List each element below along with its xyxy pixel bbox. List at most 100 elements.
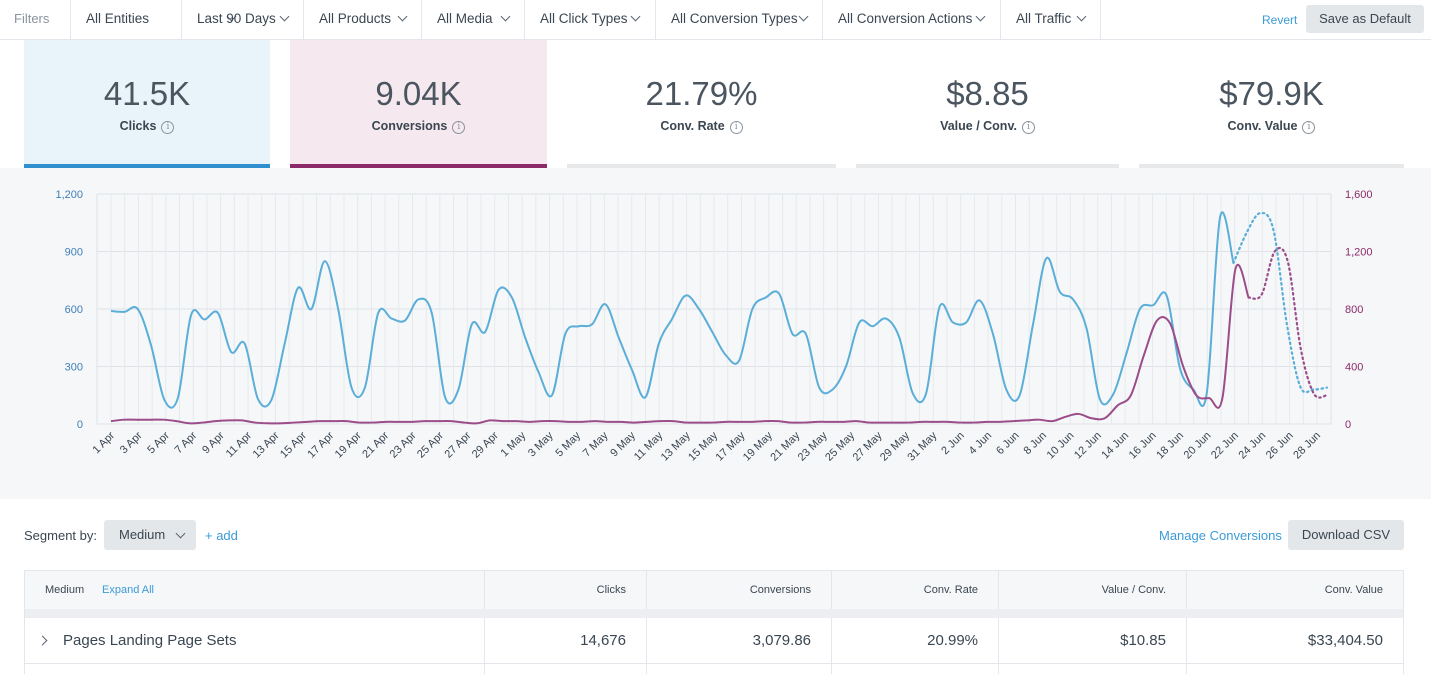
x-tick-label: 20 Jun <box>1182 430 1214 462</box>
conversions-value: 9.04K <box>375 75 462 112</box>
x-tick-label: 19 Apr <box>333 429 364 460</box>
x-tick-label: 17 Apr <box>305 429 336 460</box>
value-per-conv-label: Value / Conv. <box>940 119 1017 133</box>
x-tick-label: 1 May <box>499 429 529 459</box>
info-icon[interactable]: i <box>161 121 175 134</box>
metric-card-clicks[interactable]: 41.5K Clicks i <box>24 40 270 168</box>
filter-products-label: All Products <box>319 11 392 26</box>
filter-traffic-dropdown[interactable]: All Traffic <box>1000 0 1100 39</box>
filter-conversion-actions-dropdown[interactable]: All Conversion Actions <box>822 0 1000 39</box>
selected-indicator <box>24 164 270 168</box>
x-tick-label: 1 Apr <box>90 429 117 456</box>
selected-indicator <box>290 164 547 168</box>
table-row-partial <box>25 664 1403 674</box>
conv-rate-label-row: Conv. Rate i <box>567 119 836 134</box>
table-row[interactable]: Pages Landing Page Sets 14,676 3,079.86 … <box>25 618 1403 664</box>
metric-card-conv-value[interactable]: $79.9K Conv. Value i <box>1139 40 1404 168</box>
chevron-down-icon <box>397 11 408 22</box>
expand-all-link[interactable]: Expand All <box>102 584 154 596</box>
column-header-clicks[interactable]: Clicks <box>484 571 646 609</box>
save-as-default-button[interactable]: Save as Default <box>1306 5 1424 33</box>
conversions-series-line <box>110 263 1250 425</box>
column-header-conversions[interactable]: Conversions <box>646 571 831 609</box>
table-divider <box>25 609 1403 618</box>
unselected-indicator <box>567 164 836 168</box>
filter-divider <box>1100 0 1101 39</box>
chevron-right-icon[interactable] <box>37 635 48 646</box>
metric-card-conversions[interactable]: 9.04K Conversions i <box>290 40 547 168</box>
add-segment-link[interactable]: + add <box>205 528 238 543</box>
y-right-tick-label: 1,600 <box>1345 189 1373 201</box>
filter-click-types-dropdown[interactable]: All Click Types <box>524 0 655 39</box>
x-tick-label: 9 Apr <box>200 429 227 456</box>
filter-media-dropdown[interactable]: All Media <box>421 0 524 39</box>
info-icon[interactable]: i <box>1021 121 1035 134</box>
info-icon[interactable]: i <box>1302 121 1316 134</box>
chevron-down-icon <box>1076 11 1087 22</box>
unselected-indicator <box>1139 164 1404 168</box>
y-left-tick-label: 300 <box>65 362 83 374</box>
filter-click-types-label: All Click Types <box>540 11 628 26</box>
conversions-label-row: Conversions i <box>290 119 547 134</box>
chevron-down-icon <box>175 528 186 539</box>
chevron-down-icon <box>975 11 986 22</box>
x-tick-label: 3 Apr <box>118 429 145 456</box>
conv-rate-label: Conv. Rate <box>660 119 725 133</box>
filter-conversion-types-dropdown[interactable]: All Conversion Types <box>655 0 822 39</box>
conv-value-label-row: Conv. Value i <box>1139 119 1404 134</box>
conversions-projected-line <box>1247 246 1329 399</box>
column-header-value-per-conv[interactable]: Value / Conv. <box>998 571 1186 609</box>
column-header-medium[interactable]: Medium <box>45 584 85 596</box>
filter-products-dropdown[interactable]: All Products <box>303 0 421 39</box>
metric-card-conv-rate[interactable]: 21.79% Conv. Rate i <box>567 40 836 168</box>
x-tick-label: 7 Apr <box>173 429 200 456</box>
filter-date-range-dropdown[interactable]: Last 90 Days <box>181 0 303 39</box>
y-right-tick-label: 400 <box>1345 362 1363 374</box>
x-tick-label: 21 May <box>768 429 802 463</box>
trend-chart-svg: 0 300 600 900 1,200 0 400 800 1,200 1,600 1 Apr 3 A… <box>55 189 1373 464</box>
filter-entities-dropdown[interactable]: All Entities <box>70 0 237 39</box>
filter-bar: Filters All Entities Last 90 Days All Pr… <box>0 0 1431 40</box>
x-tick-label: 15 May <box>686 429 720 463</box>
row-clicks: 14,676 <box>484 618 646 664</box>
trend-chart: 0 300 600 900 1,200 0 400 800 1,200 1,600 1 Apr 3 A… <box>0 168 1431 499</box>
y-right-tick-label: 1,200 <box>1345 247 1373 259</box>
conv-rate-value: 21.79% <box>645 75 758 112</box>
filters-label: Filters <box>14 11 50 26</box>
x-tick-label: 5 Apr <box>145 429 172 456</box>
y-left-tick-label: 600 <box>65 304 83 316</box>
row-conv-rate: 20.99% <box>831 618 998 664</box>
clicks-value: 41.5K <box>103 75 191 112</box>
download-csv-button[interactable]: Download CSV <box>1288 520 1404 550</box>
cell-divider <box>484 664 646 674</box>
row-conv-value: $33,404.50 <box>1186 618 1403 664</box>
unselected-indicator <box>856 164 1119 168</box>
segment-table: Medium Expand All Clicks Conversions Con… <box>24 570 1404 674</box>
x-tick-label: 7 May <box>581 429 611 459</box>
cell-divider <box>1186 664 1403 674</box>
info-icon[interactable]: i <box>729 121 743 134</box>
x-tick-label: 15 Apr <box>278 429 309 460</box>
x-tick-label: 27 Apr <box>442 429 473 460</box>
revert-link[interactable]: Revert <box>1262 13 1298 27</box>
chevron-down-icon <box>630 11 641 22</box>
x-tick-label: 25 May <box>823 429 857 463</box>
y-right-tick-label: 800 <box>1345 304 1363 316</box>
x-tick-label: 22 Jun <box>1209 430 1241 462</box>
x-tick-label: 5 May <box>553 429 583 459</box>
cell-divider <box>646 664 831 674</box>
column-header-conv-rate[interactable]: Conv. Rate <box>831 571 998 609</box>
x-tick-label: 2 Jun <box>939 430 967 458</box>
info-icon[interactable]: i <box>452 121 466 134</box>
value-per-conv-value: $8.85 <box>946 75 1029 112</box>
segment-by-label: Segment by: <box>24 528 97 543</box>
manage-conversions-link[interactable]: Manage Conversions <box>1159 528 1282 543</box>
row-value-per-conv: $10.85 <box>998 618 1186 664</box>
x-tick-label: 3 May <box>526 429 556 459</box>
filter-entities-label: All Entities <box>86 11 150 26</box>
x-tick-label: 23 Apr <box>388 429 419 460</box>
metric-card-value-per-conv[interactable]: $8.85 Value / Conv. i <box>856 40 1119 168</box>
y-left-tick-label: 900 <box>65 247 83 259</box>
segment-select[interactable]: Medium <box>104 520 196 550</box>
column-header-conv-value[interactable]: Conv. Value <box>1186 571 1403 609</box>
